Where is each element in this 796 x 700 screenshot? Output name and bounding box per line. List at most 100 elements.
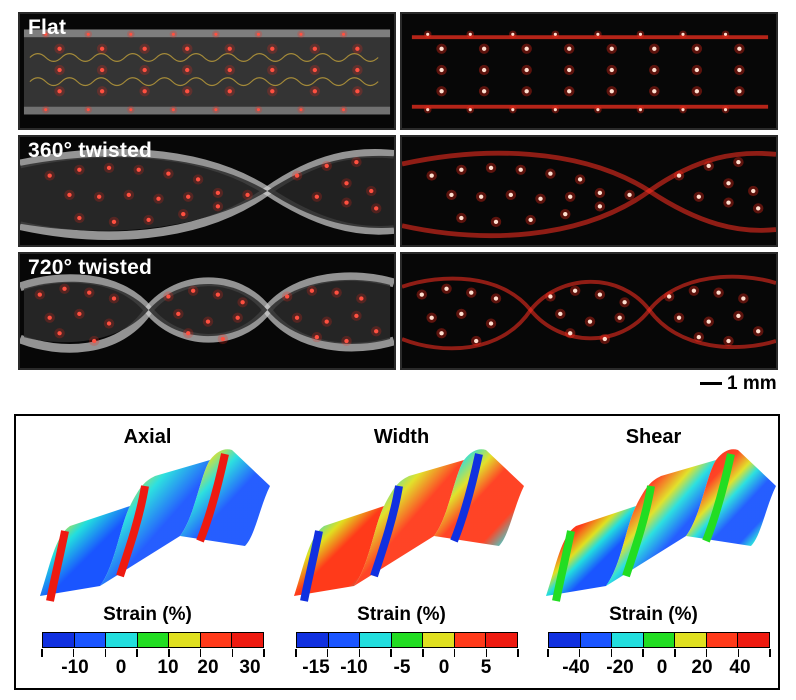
led-dot: [737, 89, 742, 94]
led-dot: [726, 338, 731, 344]
colorbar-tick: [199, 649, 202, 657]
led-dot: [563, 212, 568, 217]
strain-simulation-panel: Axial Strain (%) -10 0 10 20 30 Width: [14, 414, 780, 690]
colorbar-segment: [169, 633, 201, 647]
colorbar-tick-label: -5: [393, 657, 411, 678]
led-dot: [176, 311, 181, 317]
flat-strip-glow-image: [411, 30, 769, 114]
led-dot: [449, 192, 454, 197]
colorbar-tick-label: 10: [157, 657, 179, 678]
led-dot: [468, 32, 472, 36]
led-dot: [215, 190, 221, 196]
led-dot: [309, 288, 315, 293]
led-dot: [439, 46, 444, 51]
led-dot: [596, 32, 600, 36]
led-dot: [142, 89, 147, 94]
shear-twisted-ribbon: [546, 449, 776, 602]
colorbar-segment: [738, 633, 770, 647]
led-dot: [270, 67, 275, 73]
colorbar-segment: [137, 633, 170, 647]
led-dot: [481, 46, 487, 51]
colorbar-segment: [200, 633, 233, 647]
colorbar-ticks-axial: [41, 649, 265, 659]
width-twisted-ribbon: [294, 449, 524, 602]
colorbar-tick: [358, 649, 361, 657]
led-dot: [751, 188, 756, 194]
led-dot: [270, 46, 275, 51]
led-dot: [419, 292, 424, 297]
led-dot: [324, 319, 329, 324]
led-dot: [341, 108, 346, 112]
led-dot: [617, 315, 622, 320]
led-dot: [215, 204, 221, 209]
led-dot: [508, 192, 514, 197]
colorbar-tick: [168, 649, 170, 657]
led-dot: [426, 108, 430, 112]
colorbar-tick: [674, 649, 676, 657]
flat-strip-image: [23, 29, 391, 115]
photo-360-dark: [400, 135, 778, 247]
colorbar-tick: [453, 649, 456, 657]
led-dot: [312, 89, 318, 94]
colorbar-tick: [610, 649, 613, 657]
led-dot: [37, 292, 42, 297]
led-dot: [553, 108, 557, 112]
colorbar-tick-label: 30: [239, 657, 261, 678]
led-dot: [652, 89, 657, 94]
sim-width: Width Strain (%) -15 -10 -5 0 5: [274, 416, 529, 688]
led-dot: [190, 288, 196, 293]
scale-bar-line: [700, 382, 722, 386]
led-dot: [426, 32, 430, 36]
led-dot: [609, 89, 614, 94]
sim-title-shear: Shear: [625, 426, 682, 448]
led-dot: [374, 329, 379, 334]
led-dot: [354, 159, 359, 165]
colorbar-segment: [391, 633, 424, 647]
led-dot: [587, 319, 593, 324]
scale-bar: 1 mm: [700, 373, 777, 395]
led-dot: [694, 67, 700, 73]
led-dot: [459, 215, 464, 221]
photo-720-lit: 720° twisted: [18, 252, 396, 370]
led-dot: [312, 67, 318, 73]
led-dot: [553, 32, 557, 36]
led-dot: [240, 300, 245, 305]
led-dot: [538, 196, 543, 201]
led-dot: [638, 32, 643, 36]
led-dot: [652, 67, 657, 73]
led-dot: [597, 190, 603, 196]
led-dot: [568, 194, 573, 199]
led-dot: [756, 206, 761, 211]
colorbar-segment: [706, 633, 739, 647]
led-dot: [737, 46, 742, 51]
led-dot: [86, 32, 90, 36]
led-dot: [299, 32, 303, 36]
led-dot: [567, 89, 572, 94]
photo-flat-lit: Flat: [18, 12, 396, 130]
colorbar-segment: [423, 633, 455, 647]
colorbar-tick-label: -40: [562, 657, 590, 678]
colorbar-segment: [549, 633, 581, 647]
led-dot: [691, 288, 697, 293]
colorbar-tick: [737, 649, 740, 657]
led-dot: [459, 311, 464, 317]
led-dot: [444, 286, 449, 291]
led-dot: [429, 173, 434, 178]
led-dot: [572, 288, 578, 293]
led-dot: [186, 331, 191, 336]
led-dot: [681, 32, 685, 36]
led-dot: [706, 319, 711, 324]
led-dot: [142, 67, 147, 73]
led-dot: [312, 46, 318, 51]
led-dot: [47, 173, 52, 178]
colorbar-segment: [328, 633, 361, 647]
led-dot: [676, 315, 682, 320]
led-dot: [344, 181, 349, 186]
led-dot: [314, 194, 320, 199]
led-dot: [270, 89, 275, 94]
led-dot: [627, 192, 632, 197]
colorbar-tick: [231, 649, 234, 657]
led-dot: [609, 46, 614, 51]
colorbar-segment: [106, 633, 138, 647]
led-dot: [57, 331, 62, 336]
